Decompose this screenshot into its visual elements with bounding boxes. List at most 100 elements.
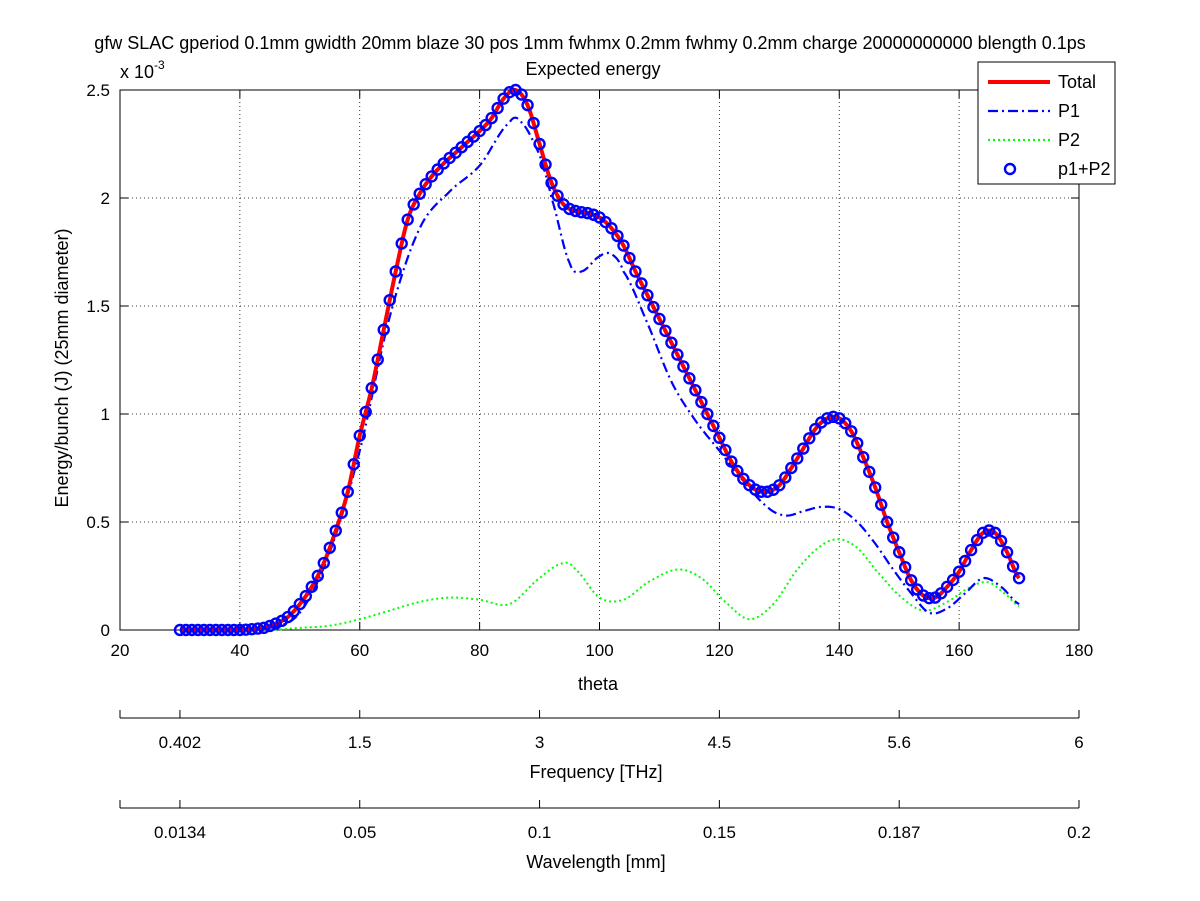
y-axis-label: Energy/bunch (J) (25mm diameter)	[52, 228, 72, 507]
series-marker-p1p2	[233, 623, 247, 637]
series-group	[173, 83, 1026, 637]
secondary-tick-label: 0.15	[703, 823, 736, 842]
series-marker-p1p2	[413, 187, 426, 200]
series-marker-p1p2	[761, 485, 774, 498]
series-marker-p1p2	[940, 580, 954, 593]
series-marker-p1p2	[479, 118, 492, 132]
legend-label: P1	[1058, 101, 1080, 121]
y-tick-label: 2.5	[86, 81, 110, 100]
series-marker-p1p2	[227, 623, 241, 637]
secondary-tick-label: 6	[1074, 733, 1083, 752]
series-marker-p1p2	[545, 176, 558, 190]
series-marker-p1p2	[221, 623, 235, 637]
secondary-tick-label: 3	[535, 733, 544, 752]
legend-label: p1+P2	[1058, 159, 1111, 179]
series-marker-p1p2	[215, 623, 229, 637]
series-marker-p1p2	[863, 465, 876, 478]
series-marker-p1p2	[1000, 546, 1014, 559]
secondary-tick-label: 0.402	[159, 733, 202, 752]
series-marker-p1p2	[773, 479, 786, 492]
x-tick-label: 80	[470, 641, 489, 660]
series-marker-p1p2	[677, 360, 690, 373]
series-marker-p1p2	[407, 198, 420, 211]
secondary-tick-label: 0.1	[528, 823, 552, 842]
series-marker-p1p2	[203, 623, 217, 637]
x-tick-label: 140	[825, 641, 853, 660]
series-marker-p1p2	[197, 623, 211, 637]
x-tick-label: 180	[1065, 641, 1093, 660]
series-marker-p1p2	[395, 237, 408, 250]
series-marker-p1p2	[755, 485, 768, 498]
legend-symbol	[1003, 162, 1017, 176]
series-marker-p1p2	[719, 443, 732, 457]
series-marker-p1p2	[389, 265, 402, 278]
series-marker-p1p2	[922, 591, 936, 605]
series-marker-p1p2	[970, 533, 984, 547]
series-marker-p1p2	[179, 623, 193, 637]
y-tick-label: 0	[101, 621, 110, 640]
series-marker-p1p2	[779, 471, 792, 484]
series-marker-p1p2	[521, 98, 534, 112]
series-marker-p1p2	[982, 524, 996, 537]
series-marker-p1p2	[419, 178, 432, 191]
series-marker-p1p2	[904, 574, 918, 587]
y-exponent-base: x 10	[120, 62, 154, 82]
series-marker-p1p2	[952, 565, 966, 578]
x-ticks: 20 40 60 80 100 120 140 160 180	[111, 90, 1093, 660]
series-marker-p1p2	[611, 229, 624, 243]
series-marker-p1p2	[605, 222, 618, 235]
series-marker-p1p2	[958, 554, 972, 568]
series-marker-p1p2	[257, 621, 271, 635]
series-marker-p1p2	[713, 431, 726, 444]
series-marker-p1p2	[587, 208, 600, 221]
series-marker-p1p2	[994, 534, 1008, 548]
series-marker-p1p2	[869, 481, 882, 494]
series-marker-p1p2	[329, 524, 342, 537]
series-marker-p1p2	[503, 85, 516, 99]
series-marker-p1p2	[485, 111, 498, 125]
series-marker-p1p2	[209, 623, 223, 637]
series-marker-p1p2	[533, 137, 546, 151]
series-marker-p1p2	[347, 458, 360, 471]
series-marker-p1p2	[317, 556, 330, 570]
x-tick-label: 20	[111, 641, 130, 660]
series-marker-p1p2	[1012, 571, 1026, 585]
series-marker-p1p2	[617, 239, 630, 252]
series-marker-p1p2	[311, 569, 324, 583]
series-marker-p1p2	[353, 429, 366, 442]
secondary-tick-label: 1.5	[348, 733, 372, 752]
series-marker-p1p2	[827, 410, 840, 424]
series-marker-p1p2	[245, 622, 259, 636]
series-marker-p1p2	[892, 546, 906, 559]
series-marker-p1p2	[683, 372, 696, 385]
series-marker-p1p2	[898, 561, 912, 574]
series-marker-p1p2	[821, 412, 834, 425]
chart-title: gfw SLAC gperiod 0.1mm gwidth 20mm blaze…	[94, 33, 1086, 53]
secondary-axis-label: Wavelength [mm]	[526, 852, 665, 872]
series-marker-p1p2	[791, 452, 804, 465]
legend-label: P2	[1058, 130, 1080, 150]
chart-subtitle: Expected energy	[525, 59, 660, 79]
series-marker-p1p2	[725, 455, 738, 468]
series-marker-p1p2	[341, 485, 354, 498]
series-marker-p1p2	[701, 407, 714, 421]
series-marker-p1p2	[785, 461, 798, 475]
series-marker-p1p2	[635, 277, 648, 290]
series-marker-p1p2	[359, 405, 372, 419]
secondary-tick-label: 4.5	[708, 733, 732, 752]
x-tick-label: 160	[945, 641, 973, 660]
series-marker-p1p2	[653, 312, 666, 326]
series-marker-p1p2	[305, 580, 318, 593]
series-marker-p1p2	[707, 419, 720, 433]
series-marker-p1p2	[335, 506, 348, 519]
secondary-axes: 0.402 1.5 3 4.5 5.6 6 Frequency [THz] 0.0134 0.0…	[119, 710, 1091, 872]
series-marker-p1p2	[323, 541, 336, 554]
series-marker-p1p2	[641, 289, 654, 302]
secondary-tick-label: 0.187	[878, 823, 921, 842]
series-marker-p1p2	[383, 293, 396, 307]
series-marker-p1p2	[527, 116, 540, 130]
series-marker-p1p2	[659, 324, 672, 338]
secondary-tick-label: 0.05	[343, 823, 376, 842]
secondary-tick-label: 5.6	[887, 733, 911, 752]
